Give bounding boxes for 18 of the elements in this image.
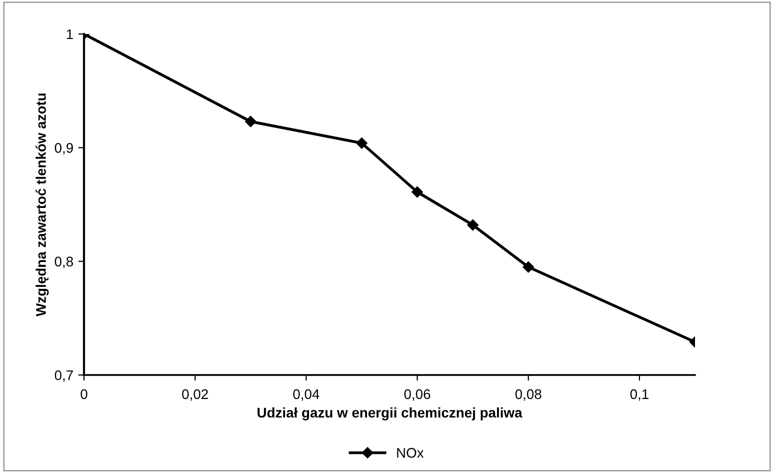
x-tick-label: 0,1 [630,389,648,401]
x-tick-label: 0 [80,389,88,400]
y-tick-label: 1 [66,29,73,40]
y-tick-label: 0,7 [54,370,73,382]
x-tick-label: 0,08 [515,389,542,401]
point [412,186,423,198]
legend-label: NOx [397,448,424,458]
x-axis-title: Udział gazu w energii chemicznej paliwa [258,407,522,420]
point [522,261,534,273]
point [356,138,368,149]
y-tick-label: 0,9 [54,143,73,154]
y-tick-label: 0,8 [54,256,73,268]
x-tick-label: 0,02 [182,389,208,401]
point [245,116,256,128]
y-axis-title: Względna zawartoć tlenków azotu [36,94,49,316]
point [467,219,478,231]
x-tick-label: 0,04 [293,389,320,401]
x-tick-label: 0,06 [404,389,430,401]
